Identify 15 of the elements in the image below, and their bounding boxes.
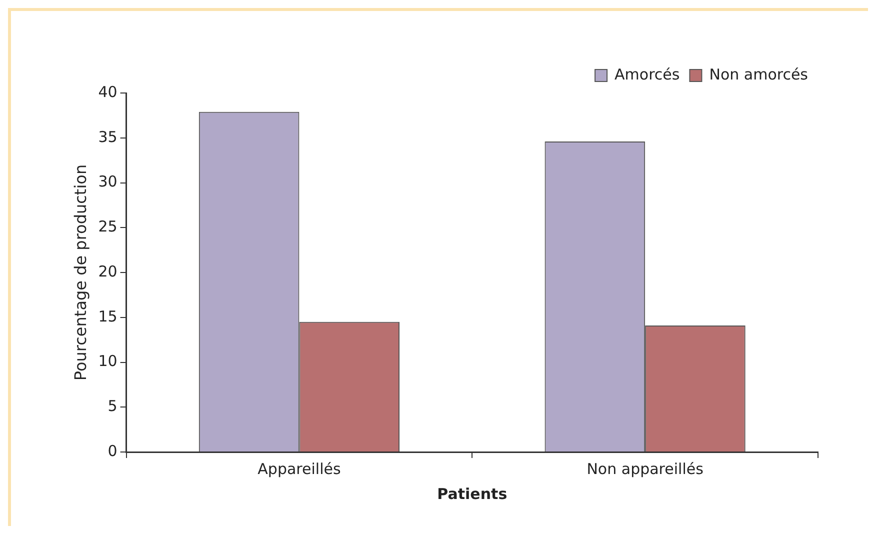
x-tick-label: Non appareillés	[586, 460, 704, 478]
y-tick-label: 20	[98, 262, 118, 280]
legend-label: Non amorcés	[709, 65, 808, 84]
legend-label: Amorcés	[614, 65, 680, 84]
y-tick-label: 5	[108, 397, 118, 416]
y-tick-label: 25	[98, 218, 118, 236]
x-axis-title: Patients	[437, 484, 508, 503]
y-axis-title: Pourcentage de production	[70, 164, 90, 381]
y-tick-label: 30	[98, 172, 118, 191]
y-tick-label: 10	[98, 352, 118, 370]
y-tick-label: 15	[98, 307, 118, 326]
x-tick-label: Appareillés	[258, 460, 341, 478]
y-tick-label: 0	[108, 442, 118, 460]
y-tick-label: 35	[98, 128, 118, 146]
y-tick-label: 40	[98, 82, 118, 101]
